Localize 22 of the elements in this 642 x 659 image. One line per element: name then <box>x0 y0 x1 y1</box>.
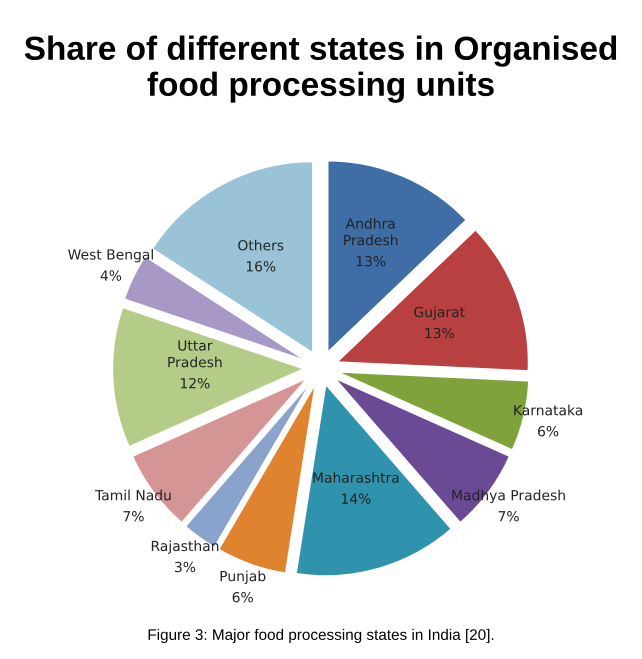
slice-label: Tamil Nadu <box>94 490 171 500</box>
data-label: 13% <box>356 256 386 266</box>
slice-label: Punjab <box>220 570 266 584</box>
data-label: 3% <box>175 562 196 572</box>
data-label: 6% <box>232 592 253 602</box>
data-label: 6% <box>538 426 558 437</box>
slice-label: Uttar Pradesh <box>168 340 222 368</box>
data-label: 16% <box>246 261 276 272</box>
data-label: 4% <box>100 270 122 281</box>
data-label: 12% <box>180 378 210 388</box>
data-label: 7% <box>124 511 144 522</box>
data-label: 13% <box>425 328 454 338</box>
slice-label: Rajasthan <box>152 540 218 554</box>
slice-label: Maharashtra <box>313 472 398 483</box>
slice-label: Others <box>238 240 284 251</box>
slice-label: Andhra Pradesh <box>344 218 398 246</box>
caption: Figure 3: Major food processing states in India [20]. <box>148 628 494 644</box>
data-label: 14% <box>342 493 371 504</box>
chart-title: Share of different states in Organised food processing units <box>24 36 616 103</box>
slice-label: Gujarat <box>414 306 465 320</box>
data-label: 7% <box>498 511 519 522</box>
slice-label: West Bengal <box>68 248 153 262</box>
